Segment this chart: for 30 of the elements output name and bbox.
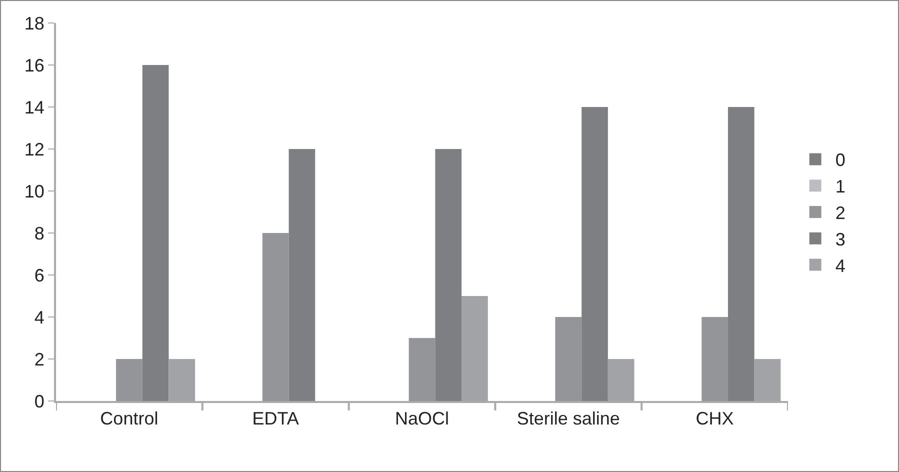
legend-label: 3 (835, 229, 846, 250)
bar (555, 317, 582, 401)
x-tick-label: Sterile saline (516, 408, 620, 429)
bar (582, 107, 608, 401)
y-tick-label: 0 (34, 391, 44, 412)
x-tick-label: EDTA (252, 408, 299, 429)
bar (262, 233, 289, 401)
y-tick-label: 10 (24, 181, 44, 202)
y-tick-label: 12 (24, 139, 44, 160)
x-tick-label: CHX (696, 408, 734, 429)
y-tick-label: 18 (24, 13, 44, 34)
legend-label: 1 (835, 176, 846, 197)
bar (702, 317, 728, 401)
legend-label: 2 (835, 203, 846, 224)
bar (116, 359, 142, 401)
y-tick-label: 6 (34, 265, 44, 286)
y-tick-label: 2 (34, 349, 44, 370)
x-tick-label: Control (100, 408, 158, 429)
y-tick-label: 8 (34, 223, 44, 244)
bar (288, 149, 316, 401)
bar (728, 107, 754, 401)
y-tick-label: 4 (34, 307, 44, 328)
legend-label: 0 (835, 150, 846, 170)
legend-label: 4 (835, 256, 846, 276)
y-tick-label: 16 (24, 55, 44, 76)
bar (142, 65, 169, 401)
bar (408, 338, 436, 401)
y-tick-label: 14 (24, 97, 44, 118)
bar (435, 149, 462, 401)
x-tick-label: NaOCl (394, 408, 450, 429)
